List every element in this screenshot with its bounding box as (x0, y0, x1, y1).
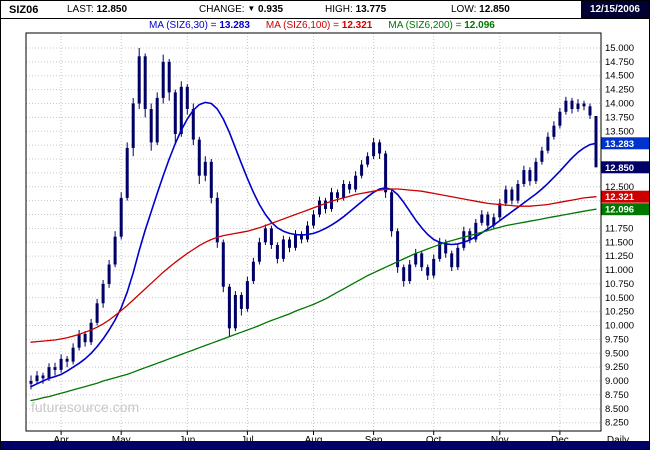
svg-text:12.321: 12.321 (605, 192, 635, 203)
svg-text:11.500: 11.500 (605, 237, 633, 248)
svg-text:9.500: 9.500 (605, 348, 629, 359)
svg-text:14.500: 14.500 (605, 71, 634, 82)
symbol-label: SIZ06 (9, 3, 39, 16)
ma30-line (30, 101, 597, 388)
high-label: HIGH: (325, 4, 353, 15)
svg-text:10.750: 10.750 (605, 279, 634, 290)
last-label: LAST: (67, 4, 94, 15)
svg-text:10.000: 10.000 (605, 321, 634, 332)
price-axis: 8.250 8.500 8.750 9.000 9.250 9.500 9.750 10.00… (605, 43, 634, 429)
svg-text:Aug: Aug (305, 435, 323, 446)
svg-text:9.750: 9.750 (605, 334, 629, 345)
svg-text:13.283: 13.283 (605, 139, 634, 150)
low-value: 12.850 (479, 4, 510, 15)
low-label: LOW: (451, 4, 477, 15)
ma200-line (30, 208, 597, 402)
svg-text:8.250: 8.250 (605, 418, 629, 429)
change-quote: CHANGE: ▼ 0.935 (199, 4, 325, 15)
date-display: 12/15/2006 (580, 1, 649, 18)
watermark: futuresource.com (31, 399, 140, 415)
price-tags: 13.283 12.850 12.321 12.096 (601, 137, 649, 216)
ma30-legend-item: MA (SIZ6,30) = 13.283 (149, 20, 250, 31)
last-quote: LAST: 12.850 (67, 4, 199, 15)
last-tag (601, 161, 649, 174)
ma-legend: MA (SIZ6,30) = 13.283 MA (SIZ6,100) = 12… (1, 19, 649, 32)
svg-text:12.850: 12.850 (605, 163, 634, 174)
svg-text:12.096: 12.096 (605, 205, 634, 216)
quote-header: SIZ06 LAST: 12.850 CHANGE: ▼ 0.935 HIGH:… (1, 1, 649, 19)
change-value: 0.935 (258, 4, 284, 15)
svg-text:9.250: 9.250 (605, 362, 629, 373)
high-quote: HIGH: 13.775 (325, 4, 451, 15)
svg-text:13.750: 13.750 (605, 112, 634, 123)
ma200-legend-item: MA (SIZ6,200) = 12.096 (388, 20, 495, 31)
svg-text:Oct: Oct (426, 435, 442, 446)
ma30-tag (601, 137, 649, 150)
svg-text:10.500: 10.500 (605, 293, 634, 304)
svg-text:Jun: Jun (179, 435, 195, 446)
high-value: 13.775 (355, 4, 387, 15)
change-label: CHANGE: (199, 4, 245, 15)
low-quote: LOW: 12.850 (451, 4, 571, 15)
svg-text:Nov: Nov (491, 435, 509, 446)
time-axis: Apr May Jun Jul Aug Sep Oct Nov Dec Daily (53, 431, 629, 446)
candlesticks (29, 48, 598, 390)
grid-lines (26, 33, 601, 431)
bottom-bar (1, 441, 649, 449)
svg-text:14.250: 14.250 (605, 85, 634, 96)
svg-text:13.500: 13.500 (605, 126, 634, 137)
svg-text:Sep: Sep (365, 435, 383, 446)
svg-text:12.500: 12.500 (605, 182, 634, 193)
svg-text:Apr: Apr (53, 435, 69, 446)
last-value: 12.850 (96, 4, 128, 15)
svg-text:8.500: 8.500 (605, 404, 629, 415)
svg-text:Daily: Daily (607, 435, 629, 446)
svg-text:14.000: 14.000 (605, 99, 634, 110)
svg-text:May: May (112, 435, 131, 446)
ma200-tag (601, 203, 649, 216)
svg-text:Dec: Dec (551, 435, 569, 446)
down-arrow-icon: ▼ (247, 4, 256, 13)
ma100-legend-item: MA (SIZ6,100) = 12.321 (265, 20, 373, 31)
svg-text:10.250: 10.250 (605, 307, 634, 318)
svg-text:8.750: 8.750 (605, 390, 629, 401)
ma100-tag (601, 190, 649, 203)
svg-text:Jul: Jul (241, 435, 254, 446)
svg-text:11.750: 11.750 (605, 223, 633, 234)
ma100-line (30, 188, 597, 343)
svg-text:14.750: 14.750 (605, 57, 634, 68)
svg-text:15.000: 15.000 (605, 43, 634, 54)
svg-text:11.250: 11.250 (605, 251, 633, 262)
svg-text:9.000: 9.000 (605, 376, 629, 387)
svg-text:11.000: 11.000 (605, 265, 633, 276)
